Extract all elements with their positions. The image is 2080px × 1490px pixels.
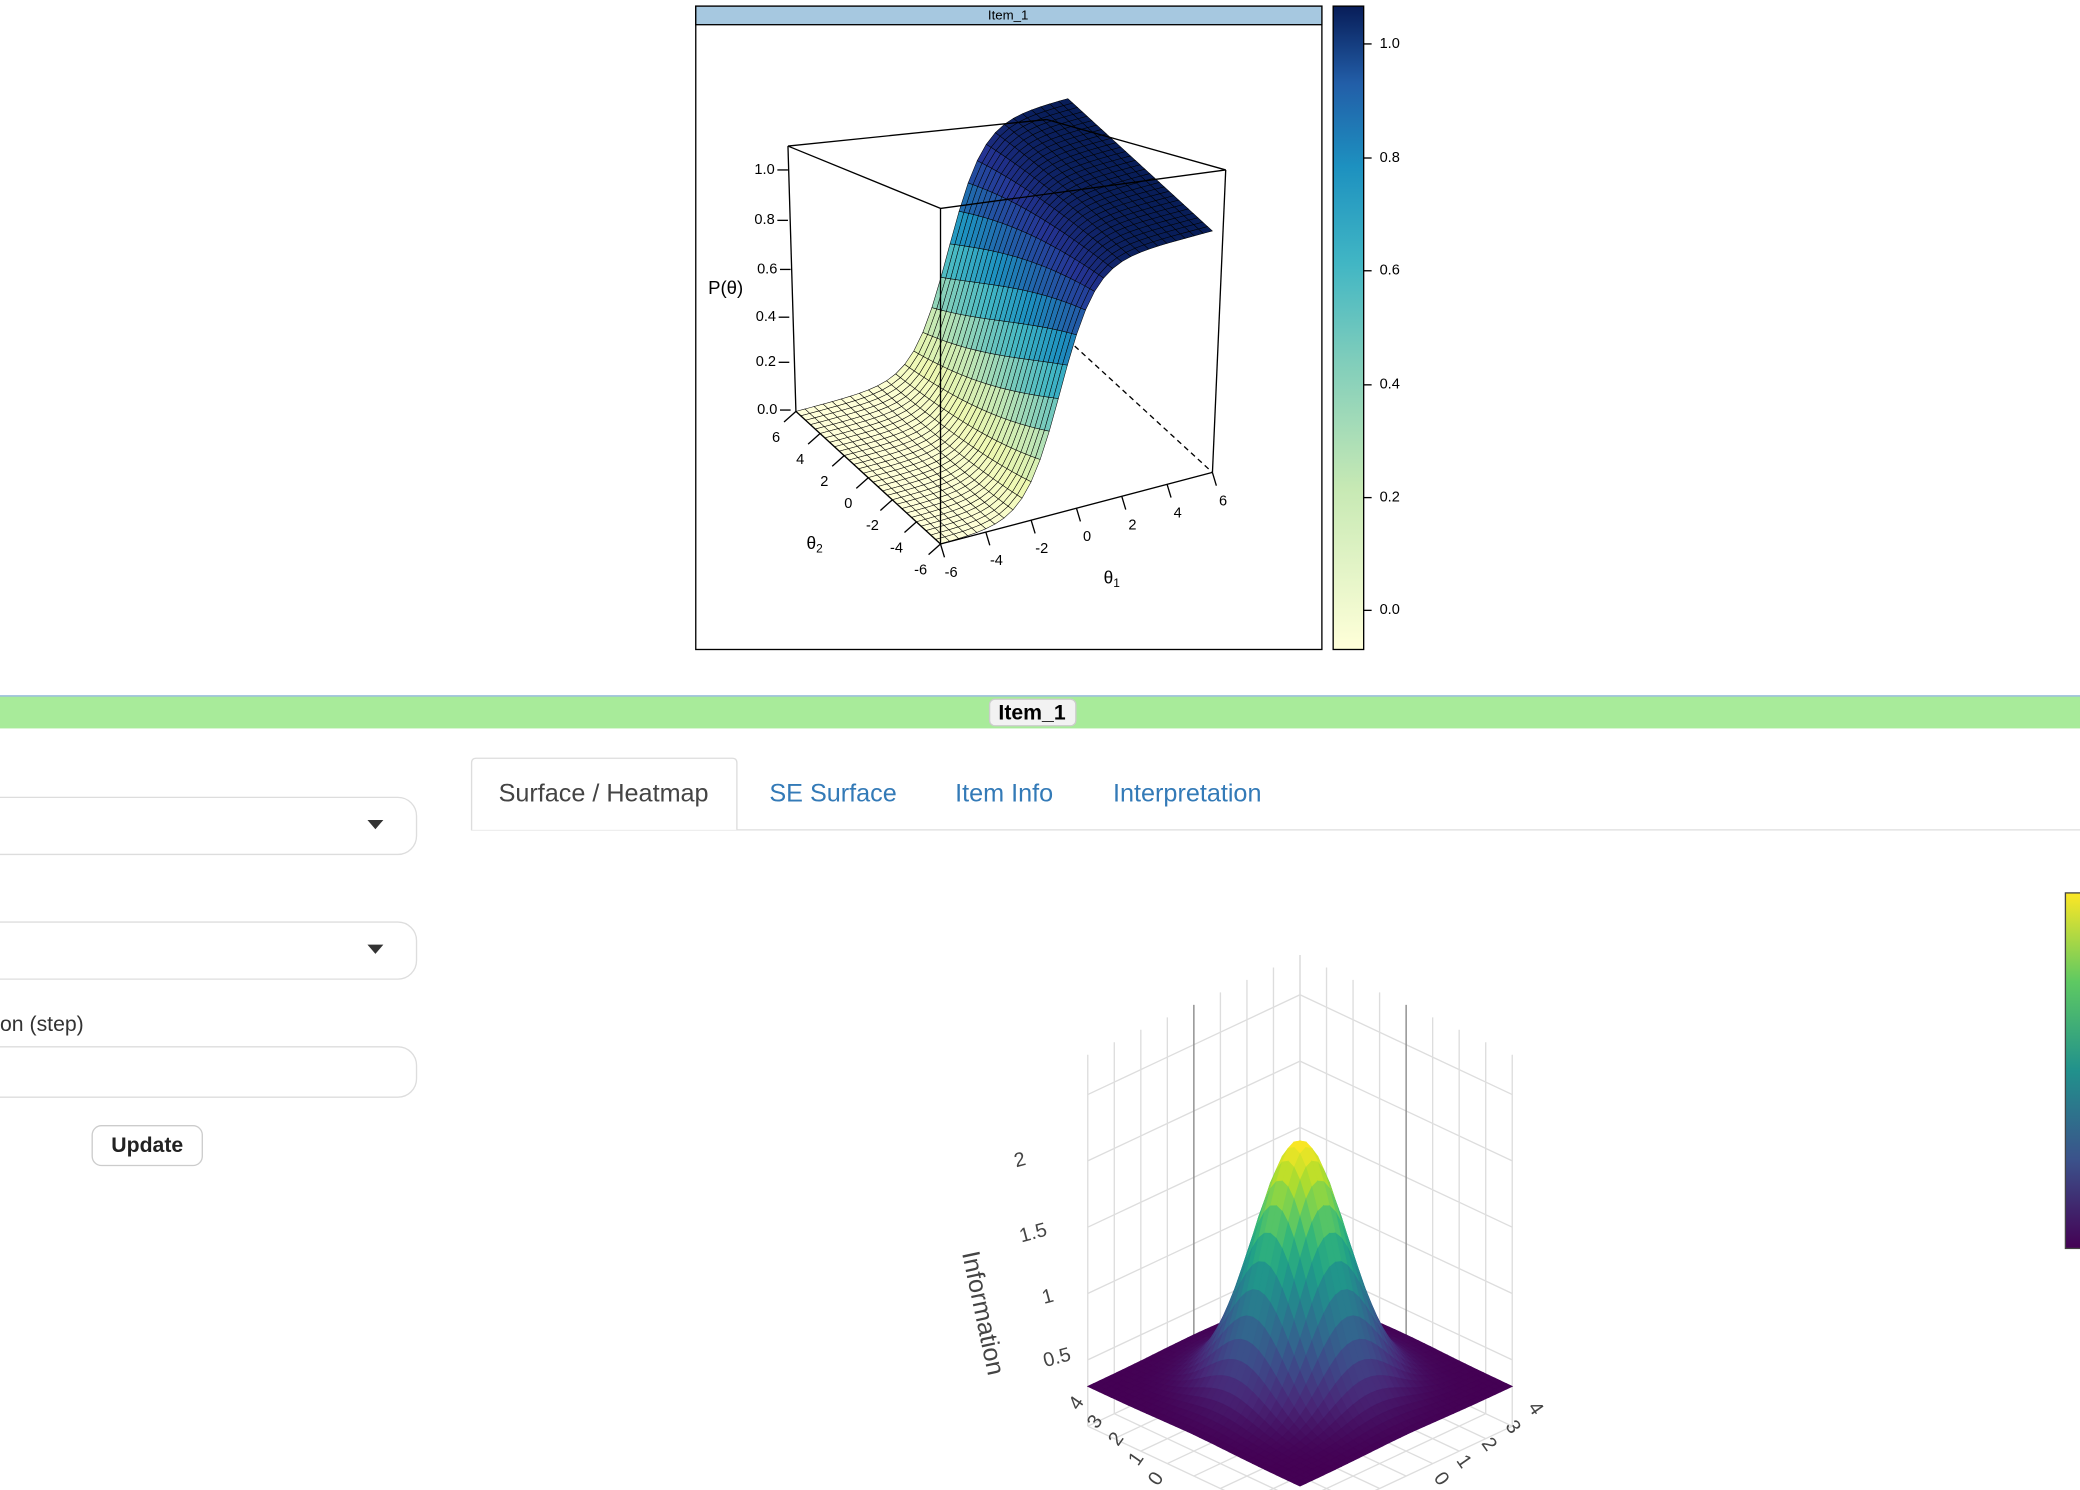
tick-mark xyxy=(1075,508,1082,522)
select[interactable] xyxy=(0,796,418,856)
colorbar-tick-label: 0.0 xyxy=(1380,602,1400,618)
colorbar-tick-label: 0.4 xyxy=(1380,377,1400,393)
x-tick-label: 4 xyxy=(1174,505,1182,521)
axis-line xyxy=(787,118,1047,147)
button-label: Update xyxy=(111,1134,183,1157)
z-tick-label: 1.0 xyxy=(754,162,774,178)
label-base: θ xyxy=(807,533,817,553)
z-tick-label: 0.6 xyxy=(757,261,777,277)
colorbar xyxy=(1332,5,1365,651)
grid-line xyxy=(1374,1425,1513,1490)
grid-line xyxy=(1087,1425,1226,1490)
label-base: θ xyxy=(1104,567,1114,587)
colorbar-tick-label: 1.0 xyxy=(1380,36,1400,52)
surface-facet xyxy=(1293,1480,1307,1487)
tab[interactable]: Item Info xyxy=(955,779,1053,807)
y-tick-label: -6 xyxy=(914,562,927,578)
z-tick-label: 0.8 xyxy=(754,212,774,228)
banner-label: Item_1 xyxy=(998,701,1065,724)
x-tick-label: -4 xyxy=(990,553,1003,569)
z-tick-label: 0.0 xyxy=(757,402,777,418)
y-tick-label: 4 xyxy=(796,452,804,468)
panel-title: Item_1 xyxy=(988,8,1029,23)
x-tick-label: 3 xyxy=(1083,1411,1107,1433)
tick-mark xyxy=(1211,472,1218,486)
active-tab[interactable] xyxy=(470,757,738,830)
y-tick-label: 4 xyxy=(1523,1398,1547,1420)
axis-line xyxy=(787,145,941,210)
tick-mark xyxy=(904,521,917,534)
y-tick-label: 6 xyxy=(772,430,780,446)
update-button[interactable] xyxy=(91,1125,203,1167)
tick-mark xyxy=(879,499,893,511)
tab[interactable]: SE Surface xyxy=(769,779,896,807)
y-tick-label: 2 xyxy=(820,474,828,490)
text-input[interactable] xyxy=(0,1046,418,1098)
tick-mark xyxy=(1121,496,1127,510)
x-tick-label: 0 xyxy=(1083,529,1091,545)
x-tick-label: -2 xyxy=(1035,541,1048,557)
z-tick-label: 2 xyxy=(1012,1148,1028,1172)
panel-strip xyxy=(695,5,1323,26)
x-tick-label: 1 xyxy=(1124,1448,1148,1470)
field-label: on (step) xyxy=(0,1013,84,1036)
y-axis-label: θ2 xyxy=(807,533,824,556)
tick-mark xyxy=(855,477,869,489)
colorbar xyxy=(2064,892,2080,1250)
tick-mark xyxy=(985,531,991,546)
tick-mark xyxy=(831,455,845,467)
tick-mark xyxy=(1166,484,1172,498)
y-tick-label: -4 xyxy=(890,540,903,556)
tick-mark xyxy=(807,433,821,445)
y-tick-label: 1 xyxy=(1452,1451,1476,1473)
x-tick-label: -6 xyxy=(945,565,958,581)
banner-badge xyxy=(988,698,1077,727)
axis-line xyxy=(1211,169,1227,473)
tick-mark xyxy=(1030,519,1036,534)
z-tick-label: 0.5 xyxy=(1041,1344,1073,1372)
colorbar-tick-label: 0.8 xyxy=(1380,150,1400,166)
dropdown-arrow xyxy=(367,944,384,954)
x-tick-label: 6 xyxy=(1219,493,1227,509)
z-axis-label: P(θ) xyxy=(708,277,743,298)
dropdown-arrow xyxy=(367,819,384,830)
z-tick-label: 1.5 xyxy=(1017,1219,1049,1247)
y-tick-label: 3 xyxy=(1501,1416,1525,1438)
axis-line xyxy=(1046,118,1226,171)
z-axis-label: Information xyxy=(956,1249,1010,1378)
axis-line xyxy=(940,169,1226,210)
tab[interactable]: Interpretation xyxy=(1113,779,1261,807)
z-tick-label: 0.2 xyxy=(756,354,776,370)
x-tick-label: 2 xyxy=(1104,1428,1128,1450)
axis-line xyxy=(1067,339,1213,473)
axis-line xyxy=(787,146,797,412)
grid-line xyxy=(1321,1413,1486,1490)
x-tick-label: 2 xyxy=(1128,517,1136,533)
x-tick-label: 0 xyxy=(1144,1468,1168,1490)
surface-facet xyxy=(1197,226,1213,234)
colorbar-tick-label: 0.2 xyxy=(1380,489,1400,505)
tick-mark xyxy=(939,543,946,558)
tick-mark xyxy=(783,410,797,423)
y-tick-label: -2 xyxy=(866,518,879,534)
x-axis-label: θ1 xyxy=(1104,567,1121,590)
z-tick-label: 0.4 xyxy=(756,309,776,325)
x-tick-label: 4 xyxy=(1064,1392,1088,1414)
grid-line xyxy=(1114,1413,1279,1490)
select[interactable] xyxy=(0,921,418,980)
surface-plot: 0.00.20.40.60.81.0-6-4-20246-6-4-202460.… xyxy=(754,36,1399,618)
z-tick-label: 1 xyxy=(1040,1285,1056,1309)
y-tick-label: 0 xyxy=(844,496,852,512)
colorbar-tick-label: 0.6 xyxy=(1380,263,1400,279)
tab[interactable]: Surface / Heatmap xyxy=(499,779,709,807)
label-sub: 1 xyxy=(1113,576,1120,590)
y-tick-label: 0 xyxy=(1429,1468,1453,1490)
label-sub: 2 xyxy=(816,541,823,555)
tick-mark xyxy=(928,543,941,556)
